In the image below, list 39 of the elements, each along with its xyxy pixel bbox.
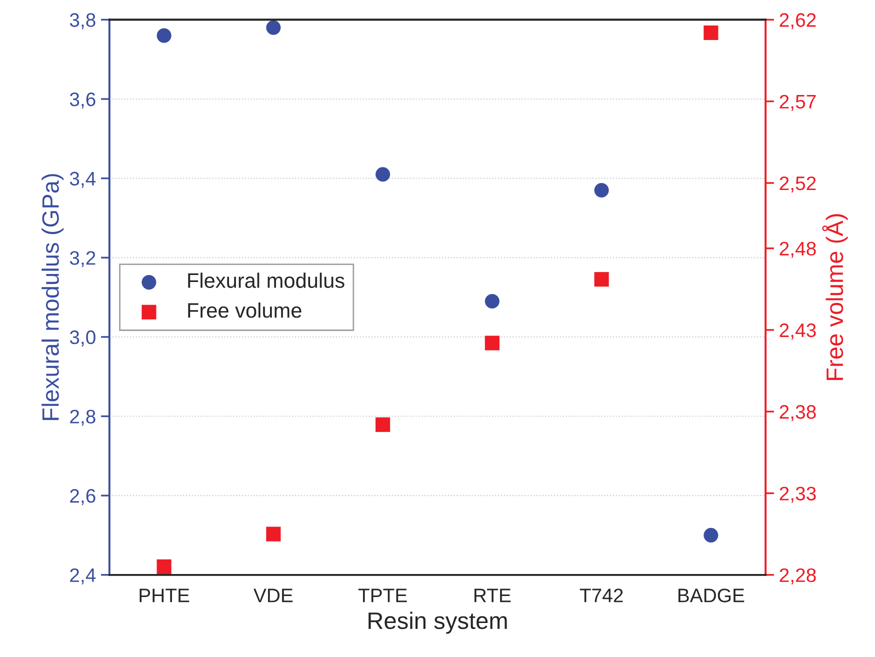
y2-tick-label: 2,62: [780, 13, 816, 30]
y2-axis-title: Free volume (Å): [822, 214, 848, 380]
y-tick-label: 3,4: [70, 172, 96, 188]
x-tick-label: TPTE: [358, 588, 407, 602]
point: [704, 528, 718, 543]
y2-tick-label: 2,52: [780, 176, 816, 193]
y2-tick-label: 2,28: [780, 568, 816, 584]
y-tick-label: 2,8: [70, 410, 96, 426]
point: [484, 294, 500, 309]
y-tick-label: 2,6: [70, 489, 96, 506]
point: [156, 28, 172, 43]
x-tick-label: T742: [580, 588, 623, 602]
y2-tick-label: 2,48: [780, 242, 816, 258]
point: [156, 559, 172, 574]
y-tick-label: 3,0: [70, 330, 96, 346]
point: [594, 272, 609, 287]
point: [704, 25, 718, 40]
y2-tick-label: 2,57: [780, 94, 816, 111]
y2-tick-label: 2,33: [780, 486, 816, 503]
point: [484, 336, 500, 350]
legend-label: Free volume: [188, 302, 302, 318]
y-tick-label: 3,2: [70, 251, 96, 268]
point: [594, 182, 609, 198]
y2-tick-label: 2,38: [780, 405, 816, 422]
y-axis-title: Flexural modulus (GPa): [42, 174, 64, 420]
x-tick-label: BADGE: [678, 588, 744, 602]
point: [376, 167, 390, 182]
point: [266, 20, 281, 35]
x-axis-title: Resin system: [368, 612, 507, 634]
y-tick-label: 2,4: [70, 568, 96, 584]
y-tick-label: 3,6: [70, 92, 96, 109]
legend-label: Flexural modulus: [188, 272, 344, 288]
y-tick-label: 3,8: [70, 13, 96, 30]
x-tick-label: PHTE: [140, 588, 190, 602]
point: [376, 417, 390, 432]
y2-tick-label: 2,43: [780, 323, 816, 340]
x-tick-label: VDE: [254, 588, 293, 602]
x-tick-label: RTE: [474, 588, 511, 602]
point: [266, 526, 281, 542]
